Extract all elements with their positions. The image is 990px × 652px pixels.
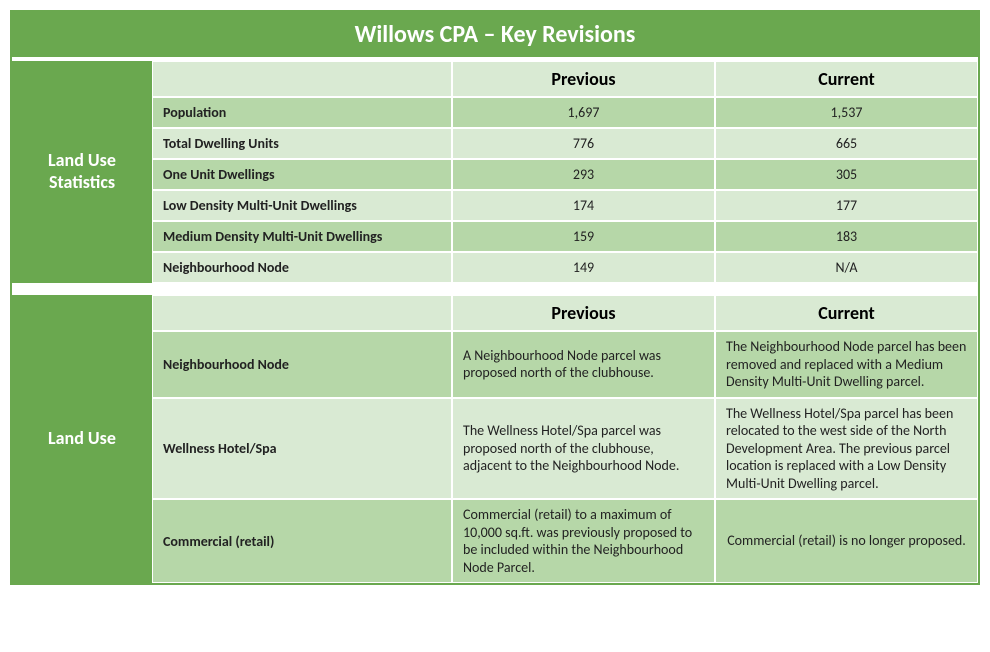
row-label: Commercial (retail) [152, 499, 452, 583]
section2-content: Previous Current Neighbourhood Node A Ne… [152, 295, 978, 583]
row-current: 177 [715, 190, 978, 221]
table-row: Neighbourhood Node A Neighbourhood Node … [152, 331, 978, 398]
row-previous: A Neighbourhood Node parcel was proposed… [452, 331, 715, 398]
row-previous: 776 [452, 128, 715, 159]
section1-content: Previous Current Population 1,697 1,537 … [152, 61, 978, 283]
row-previous: The Wellness Hotel/Spa parcel was propos… [452, 398, 715, 500]
table-row: One Unit Dwellings 293 305 [152, 159, 978, 190]
row-label: Neighbourhood Node [152, 252, 452, 283]
section1-sidebar-label: Land Use Statistics [12, 61, 152, 283]
row-label: Total Dwelling Units [152, 128, 452, 159]
row-label: Wellness Hotel/Spa [152, 398, 452, 500]
spacer [152, 283, 978, 295]
section1-header-previous: Previous [452, 61, 715, 97]
row-label: Population [152, 97, 452, 128]
table-row: Population 1,697 1,537 [152, 97, 978, 128]
section2-header-previous: Previous [452, 295, 715, 331]
row-current: N/A [715, 252, 978, 283]
row-current: 665 [715, 128, 978, 159]
row-current: 305 [715, 159, 978, 190]
row-previous: 1,697 [452, 97, 715, 128]
row-label: Low Density Multi-Unit Dwellings [152, 190, 452, 221]
page-title: Willows CPA – Key Revisions [12, 12, 978, 61]
section-spacer [12, 283, 978, 295]
row-previous: 149 [452, 252, 715, 283]
row-previous: 293 [452, 159, 715, 190]
table-row: Wellness Hotel/Spa The Wellness Hotel/Sp… [152, 398, 978, 500]
table-row: Medium Density Multi-Unit Dwellings 159 … [152, 221, 978, 252]
table-row: Neighbourhood Node 149 N/A [152, 252, 978, 283]
section2-header-row: Previous Current [152, 295, 978, 331]
row-current: The Wellness Hotel/Spa parcel has been r… [715, 398, 978, 500]
section2-sidebar-label: Land Use [12, 295, 152, 583]
table-row: Total Dwelling Units 776 665 [152, 128, 978, 159]
row-label: Medium Density Multi-Unit Dwellings [152, 221, 452, 252]
page-frame: Willows CPA – Key Revisions Land Use Sta… [10, 10, 980, 585]
row-previous: 159 [452, 221, 715, 252]
section-land-use-statistics: Land Use Statistics Previous Current Pop… [12, 61, 978, 283]
table-row: Low Density Multi-Unit Dwellings 174 177 [152, 190, 978, 221]
spacer-side [12, 283, 152, 295]
section1-header-row: Previous Current [152, 61, 978, 97]
section2-header-blank [152, 295, 452, 331]
row-current: 1,537 [715, 97, 978, 128]
row-label: One Unit Dwellings [152, 159, 452, 190]
row-current: 183 [715, 221, 978, 252]
row-current: The Neighbourhood Node parcel has been r… [715, 331, 978, 398]
section-land-use: Land Use Previous Current Neighbourhood … [12, 295, 978, 583]
section1-header-blank [152, 61, 452, 97]
table-row: Commercial (retail) Commercial (retail) … [152, 499, 978, 583]
row-previous: Commercial (retail) to a maximum of 10,0… [452, 499, 715, 583]
row-label: Neighbourhood Node [152, 331, 452, 398]
section2-header-current: Current [715, 295, 978, 331]
row-previous: 174 [452, 190, 715, 221]
row-current: Commercial (retail) is no longer propose… [715, 499, 978, 583]
section1-header-current: Current [715, 61, 978, 97]
